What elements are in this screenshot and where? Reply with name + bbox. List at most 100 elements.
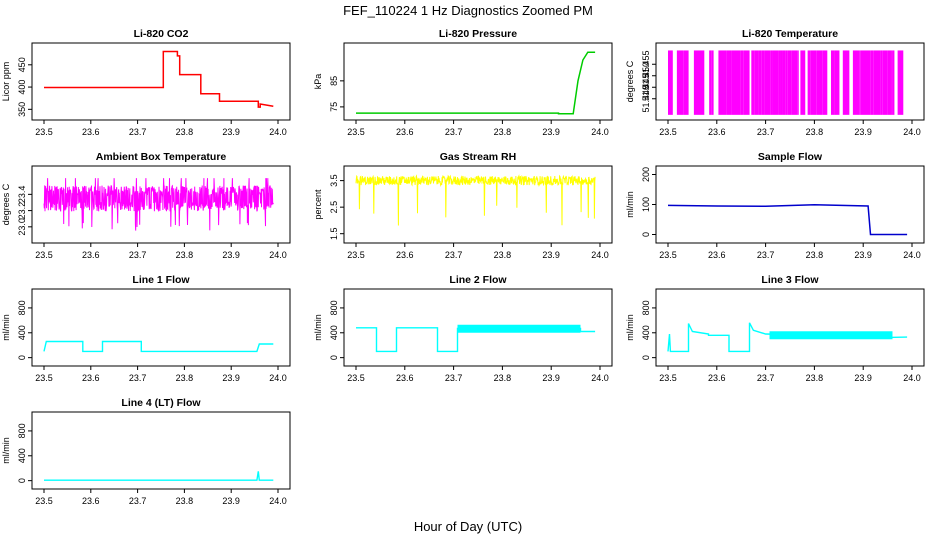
temperature-bar (860, 50, 865, 115)
y-axis-label: ml/min (313, 314, 323, 341)
x-tick-label: 23.8 (176, 373, 194, 383)
panel-10: Line 4 (LT) Flow 23.5 23.6 23.7 23.8 23.9 24.0… (1, 397, 291, 506)
temperature-bar (892, 50, 895, 115)
panel-7: Line 1 Flow 23.5 23.6 23.7 23.8 23.9 24.0 0 400 8… (1, 274, 291, 383)
y-axis-label: percent (313, 189, 323, 220)
temperature-bar (810, 50, 813, 115)
series-line (356, 327, 596, 353)
temperature-bar (780, 50, 783, 115)
y-tick-label: 75 (329, 102, 339, 112)
x-tick-label: 23.9 (542, 250, 560, 260)
y-tick-label: 0 (329, 355, 339, 360)
temperature-bar (718, 50, 725, 115)
x-tick-label: 23.9 (542, 373, 560, 383)
series-noise-band (769, 331, 893, 340)
panel-4: Ambient Box Temperature 23.5 23.6 23.7 23.8 2… (1, 151, 291, 260)
temperature-bar (743, 50, 750, 115)
x-tick-label: 24.0 (269, 127, 287, 137)
temperature-bar (791, 50, 798, 115)
temperature-bar (693, 50, 700, 115)
panel-title: Line 4 (LT) Flow (121, 397, 201, 409)
y-axis-label: ml/min (625, 191, 635, 218)
x-tick-label: 23.7 (129, 496, 147, 506)
x-tick-label: 23.6 (708, 250, 726, 260)
temperature-bar (830, 50, 835, 115)
y-tick-label: 800 (17, 423, 27, 438)
temperature-bar (897, 50, 904, 115)
temperature-bar (864, 50, 871, 115)
series-noise-band (457, 324, 581, 333)
panel-title: Ambient Box Temperature (96, 151, 227, 163)
x-tick-label: 23.9 (854, 127, 872, 137)
panels-group: Li-820 CO2 23.5 23.6 23.7 23.8 23.9 24.0 350 400… (1, 28, 925, 506)
panel-title: Line 3 Flow (761, 274, 819, 286)
x-tick-label: 23.9 (222, 250, 240, 260)
temperature-bar (724, 50, 727, 115)
y-axis-label: ml/min (1, 314, 11, 341)
x-tick-label: 24.0 (903, 127, 921, 137)
x-tick-label: 23.5 (35, 373, 53, 383)
temperature-bar (782, 50, 786, 115)
series-line (355, 174, 596, 226)
y-tick-label: 2.5 (329, 201, 339, 214)
x-tick-label: 23.5 (35, 127, 53, 137)
x-tick-label: 23.7 (129, 127, 147, 137)
series-group (356, 51, 596, 115)
y-axis-label: ml/min (625, 314, 635, 341)
panel-title: Gas Stream RH (440, 151, 516, 163)
temperature-bar (891, 50, 893, 115)
x-tick-label: 24.0 (903, 373, 921, 383)
x-tick-label: 24.0 (269, 496, 287, 506)
y-tick-label: 350 (17, 102, 27, 117)
plot-frame (31, 288, 291, 367)
panel-title: Line 1 Flow (132, 274, 190, 286)
panel-9: Line 3 Flow 23.5 23.6 23.7 23.8 23.9 24.0 0 400 8… (625, 274, 925, 383)
x-tick-label: 23.8 (494, 373, 512, 383)
x-tick-label: 24.0 (591, 373, 609, 383)
temperature-bar (816, 50, 823, 115)
x-tick-label: 23.8 (806, 373, 824, 383)
temperature-bar (870, 50, 874, 115)
plot-frame (31, 165, 291, 244)
y-axis-label: degrees C (625, 60, 635, 102)
series-group (668, 50, 904, 115)
temperature-bar (709, 50, 712, 115)
temperature-bar (787, 50, 792, 115)
plot-frame (343, 165, 613, 244)
x-tick-label: 24.0 (903, 250, 921, 260)
temperature-bar (887, 50, 892, 115)
plot-frame (655, 288, 925, 367)
series-group (43, 178, 274, 231)
y-axis-label: Licor ppm (1, 62, 11, 102)
y-tick-label: 0 (17, 355, 27, 360)
x-tick-label: 23.7 (445, 127, 463, 137)
series-group (356, 324, 596, 353)
temperature-bar (882, 50, 888, 115)
series-line (43, 178, 274, 231)
x-tick-label: 23.9 (222, 496, 240, 506)
x-tick-label: 23.8 (176, 250, 194, 260)
x-tick-label: 23.7 (757, 250, 775, 260)
x-tick-label: 23.6 (396, 250, 414, 260)
temperature-bar (812, 50, 817, 115)
panel-title: Li-820 Temperature (742, 28, 838, 40)
panel-title: Line 2 Flow (449, 274, 507, 286)
temperature-bar (726, 50, 732, 115)
temperature-bar (734, 50, 741, 115)
temperature-bar (859, 50, 861, 115)
figure-xlabel: Hour of Day (UTC) (414, 519, 522, 534)
series-line (44, 471, 274, 481)
x-tick-label: 24.0 (591, 250, 609, 260)
y-tick-label: 51.440 (641, 85, 651, 113)
temperature-bar (668, 50, 673, 115)
y-axis-label: ml/min (1, 437, 11, 464)
plot-frame (31, 411, 291, 490)
y-tick-label: 1.5 (329, 227, 339, 240)
x-tick-label: 23.6 (708, 127, 726, 137)
x-tick-label: 23.8 (176, 496, 194, 506)
y-tick-label: 800 (641, 300, 651, 315)
y-tick-label: 400 (17, 80, 27, 95)
x-tick-label: 23.6 (82, 496, 100, 506)
y-tick-label: 0 (641, 355, 651, 360)
